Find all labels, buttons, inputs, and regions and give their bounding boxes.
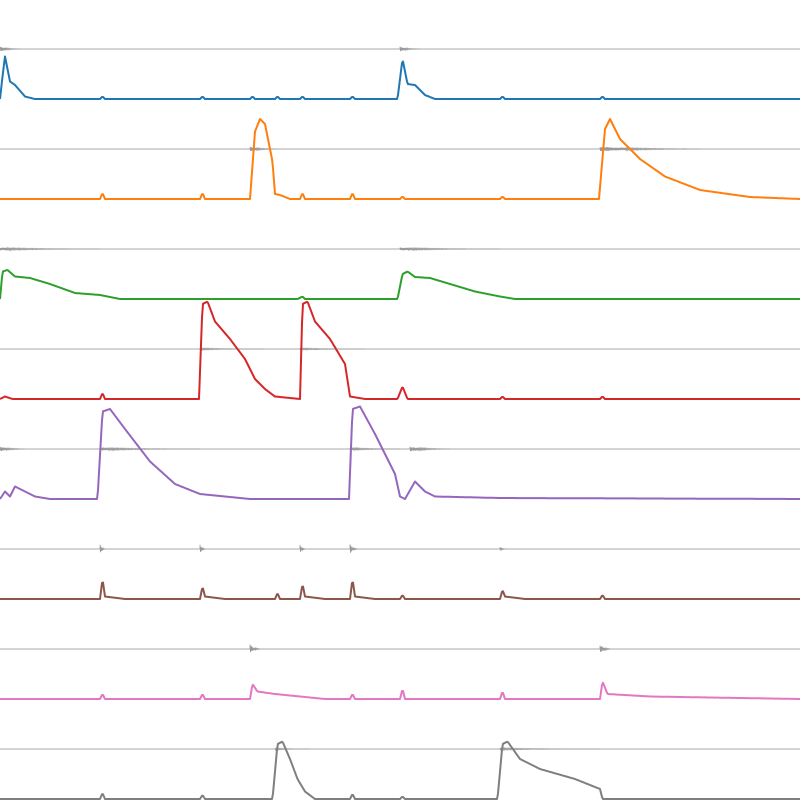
envelope-line — [0, 740, 800, 800]
trace-burst — [0, 46, 21, 52]
envelope-line — [0, 118, 800, 200]
track-6 — [0, 544, 800, 600]
trace-burst — [349, 544, 358, 553]
trace-burst — [99, 544, 106, 553]
trace-burst — [199, 544, 206, 553]
envelope-line — [0, 405, 800, 500]
envelope-line — [0, 681, 800, 700]
trace-burst — [409, 446, 451, 452]
trace-burst — [299, 544, 306, 552]
trace-burst — [349, 446, 401, 452]
track-4 — [0, 300, 800, 400]
trace-burst — [0, 246, 101, 252]
trace-burst — [0, 446, 26, 452]
envelope-line — [0, 55, 800, 100]
trace-burst — [399, 246, 501, 252]
trace-burst — [299, 346, 365, 352]
trace-burst — [599, 146, 701, 152]
track-1 — [0, 46, 800, 100]
trace-burst — [274, 747, 310, 752]
trace-burst — [499, 547, 506, 552]
track-8 — [0, 740, 800, 800]
trace-burst — [249, 644, 261, 653]
track-2 — [0, 118, 800, 200]
track-5 — [0, 405, 800, 500]
trace-burst — [499, 746, 600, 752]
trace-burst — [99, 446, 201, 452]
trace-burst — [199, 347, 265, 352]
track-3 — [0, 246, 800, 300]
trace-burst — [599, 645, 611, 652]
track-7 — [0, 644, 800, 700]
trace-burst — [399, 46, 421, 52]
envelope-line — [0, 269, 800, 300]
envelope-line — [0, 300, 800, 400]
envelope-line — [0, 581, 800, 600]
